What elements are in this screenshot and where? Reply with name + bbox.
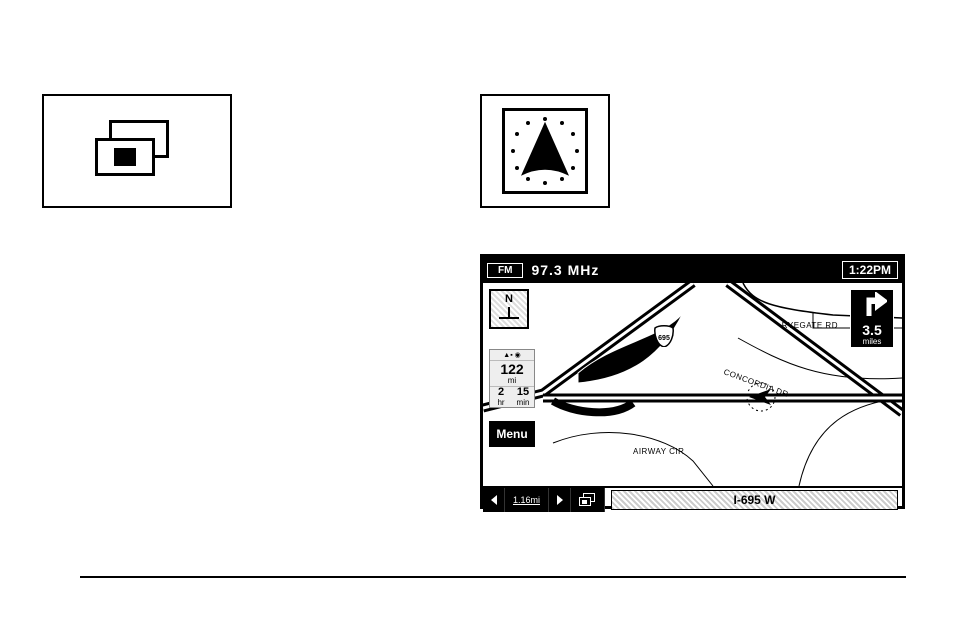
map-scale-button[interactable]: 1.16mi: [505, 488, 549, 512]
next-turn-distance: 3.5: [853, 323, 891, 337]
map-area[interactable]: N ▲▪ ◉ 122 mi 2 hr 15 min: [483, 283, 902, 486]
dual-screen-icon: [95, 120, 179, 182]
road-label-ryegate: RYEGATE RD: [782, 321, 838, 330]
next-turn-badge: 3.5 miles: [850, 289, 894, 348]
interstate-shield-icon: 695: [653, 325, 675, 347]
clock: 1:22PM: [842, 261, 898, 279]
page-divider: [80, 576, 906, 578]
dual-map-button[interactable]: [571, 488, 605, 512]
zoom-in-button[interactable]: [549, 488, 571, 512]
dual-screen-icon-box: [42, 94, 232, 208]
trip-hours-unit: hr: [490, 398, 512, 407]
trip-distance-value: 122: [490, 362, 534, 376]
trip-minutes-unit: min: [512, 398, 534, 407]
trip-distance-unit: mi: [490, 376, 534, 385]
shield-number: 695: [658, 335, 670, 342]
zoom-out-button[interactable]: [483, 488, 505, 512]
compass-n-label: N: [505, 293, 513, 305]
dual-screen-icon: [579, 493, 597, 507]
next-turn-unit: miles: [853, 337, 891, 346]
nav-header: FM 97.3 MHz 1:22PM: [483, 257, 902, 283]
compass-button[interactable]: N: [489, 289, 529, 329]
radio-frequency: 97.3 MHz: [531, 262, 838, 278]
trip-minutes: 15: [512, 387, 534, 398]
current-road-bar: I-695 W: [611, 490, 898, 510]
navigation-screen: FM 97.3 MHz 1:22PM: [480, 254, 905, 509]
road-label-airway: AIRWAY CIR: [633, 447, 684, 456]
menu-button[interactable]: Menu: [489, 421, 535, 447]
trip-hours: 2: [490, 387, 512, 398]
nav-footer: 1.16mi I-695 W: [483, 486, 902, 512]
heading-up-icon-box: [480, 94, 610, 208]
trip-info-panel: ▲▪ ◉ 122 mi 2 hr 15 min: [489, 349, 535, 408]
map-canvas: [483, 283, 902, 486]
heading-up-icon: [502, 108, 588, 194]
radio-band-button[interactable]: FM: [487, 263, 523, 278]
turn-right-icon: [857, 292, 887, 316]
